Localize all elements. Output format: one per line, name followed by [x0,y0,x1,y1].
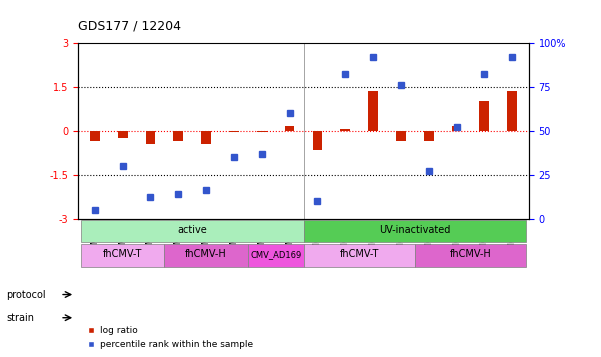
FancyBboxPatch shape [415,245,526,267]
Text: fhCMV-T: fhCMV-T [103,249,142,259]
FancyBboxPatch shape [304,220,526,242]
Bar [396,131,406,141]
Text: fhCMV-H: fhCMV-H [185,249,227,259]
Bar [145,131,155,144]
Text: UV-inactivated: UV-inactivated [379,225,451,235]
Legend: log ratio, percentile rank within the sample: log ratio, percentile rank within the sa… [83,323,257,352]
Bar [452,126,462,131]
Text: strain: strain [6,313,34,323]
Bar [257,131,267,132]
FancyBboxPatch shape [81,220,304,242]
Bar [90,131,100,141]
Bar [229,131,239,132]
Bar [340,129,350,131]
Text: fhCMV-T: fhCMV-T [340,249,379,259]
FancyBboxPatch shape [165,245,248,267]
Bar [313,131,322,150]
Text: active: active [177,225,207,235]
Bar [174,131,183,141]
Bar [507,91,517,131]
Text: protocol: protocol [6,290,46,300]
Bar [201,131,211,144]
Bar [480,101,489,131]
FancyBboxPatch shape [248,245,304,267]
Bar [118,131,127,138]
Bar [368,91,378,131]
Bar [285,126,294,131]
FancyBboxPatch shape [304,245,415,267]
Text: GDS177 / 12204: GDS177 / 12204 [78,19,181,32]
Bar [424,131,433,141]
Text: fhCMV-H: fhCMV-H [450,249,492,259]
Text: CMV_AD169: CMV_AD169 [250,250,301,259]
FancyBboxPatch shape [81,245,165,267]
